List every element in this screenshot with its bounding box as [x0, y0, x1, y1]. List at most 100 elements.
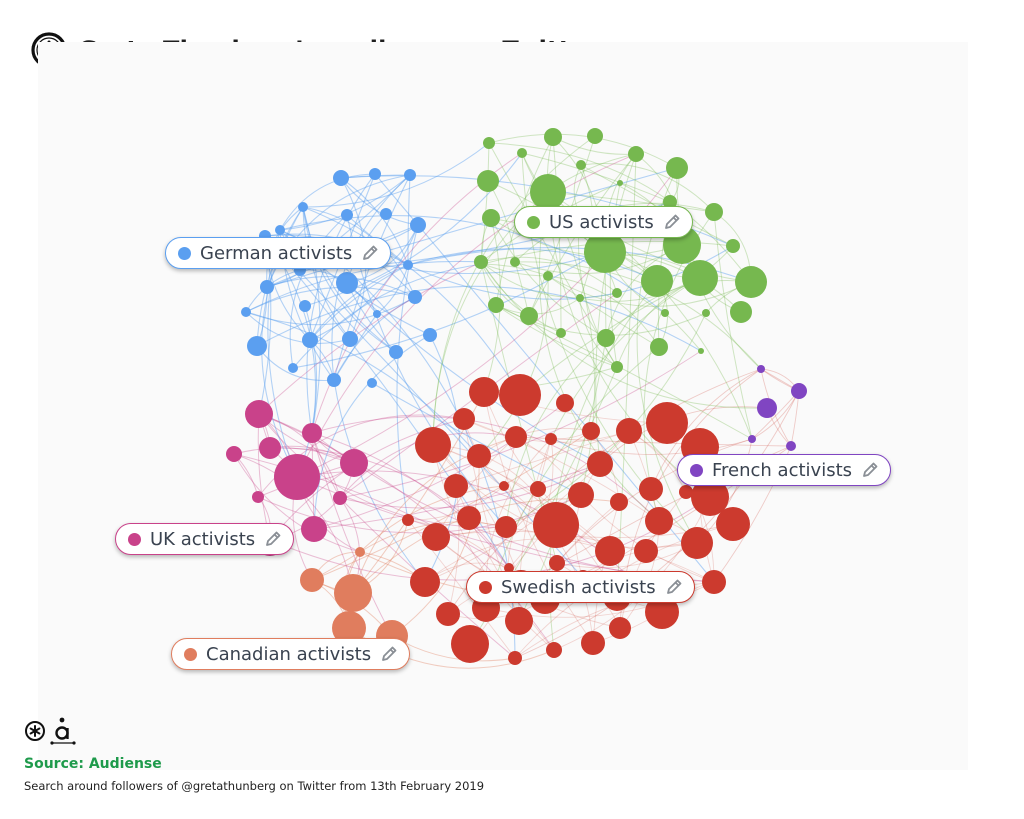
swedish-node-46[interactable] — [504, 563, 514, 573]
us-node-27[interactable] — [661, 309, 669, 317]
cluster-label-german[interactable]: German activists — [165, 237, 392, 269]
swedish-node-1[interactable] — [499, 374, 541, 416]
swedish-node-43[interactable] — [508, 651, 522, 665]
swedish-node-20[interactable] — [691, 478, 729, 516]
swedish-node-36[interactable] — [702, 570, 726, 594]
us-node-20[interactable] — [641, 265, 673, 297]
pencil-icon[interactable] — [662, 212, 682, 232]
us-node-1[interactable] — [544, 128, 562, 146]
us-node-12[interactable] — [482, 209, 500, 227]
french-node-4[interactable] — [786, 441, 796, 451]
swedish-node-5[interactable] — [505, 426, 527, 448]
us-node-16[interactable] — [726, 239, 740, 253]
us-node-0[interactable] — [483, 137, 495, 149]
us-node-32[interactable] — [650, 338, 668, 356]
uk-node-0[interactable] — [245, 400, 273, 428]
uk-node-5[interactable] — [274, 454, 320, 500]
cluster-label-us[interactable]: US activists — [514, 206, 693, 238]
us-node-2[interactable] — [587, 128, 603, 144]
german-node-12[interactable] — [408, 290, 422, 304]
canadian-node-0[interactable] — [355, 547, 365, 557]
german-node-21[interactable] — [288, 363, 298, 373]
french-node-2[interactable] — [757, 398, 777, 418]
uk-node-1[interactable] — [302, 423, 322, 443]
german-node-4[interactable] — [341, 209, 353, 221]
swedish-node-14[interactable] — [499, 481, 509, 491]
us-node-4[interactable] — [628, 146, 644, 162]
swedish-node-40[interactable] — [645, 595, 679, 629]
german-node-1[interactable] — [369, 168, 381, 180]
canadian-node-1[interactable] — [300, 568, 324, 592]
us-node-30[interactable] — [556, 328, 566, 338]
swedish-node-45[interactable] — [581, 631, 605, 655]
swedish-node-4[interactable] — [415, 427, 451, 463]
us-node-10[interactable] — [663, 195, 677, 209]
swedish-node-24[interactable] — [645, 507, 673, 535]
cluster-label-swedish[interactable]: Swedish activists — [466, 571, 695, 603]
swedish-node-23[interactable] — [533, 502, 579, 548]
pencil-icon[interactable] — [263, 529, 283, 549]
swedish-node-7[interactable] — [582, 422, 600, 440]
pencil-icon[interactable] — [664, 577, 684, 597]
french-node-1[interactable] — [791, 383, 807, 399]
canadian-node-3[interactable] — [332, 611, 366, 645]
us-node-5[interactable] — [576, 160, 586, 170]
us-node-14[interactable] — [584, 231, 626, 273]
pencil-icon[interactable] — [379, 644, 399, 664]
uk-node-8[interactable] — [301, 516, 327, 542]
swedish-node-25[interactable] — [716, 507, 750, 541]
german-node-15[interactable] — [373, 310, 381, 318]
german-node-16[interactable] — [342, 331, 358, 347]
german-node-24[interactable] — [275, 225, 285, 235]
us-node-29[interactable] — [730, 301, 752, 323]
swedish-node-19[interactable] — [679, 485, 693, 499]
swedish-node-6[interactable] — [545, 433, 557, 445]
german-node-14[interactable] — [241, 307, 251, 317]
swedish-node-37[interactable] — [436, 602, 460, 626]
swedish-node-15[interactable] — [530, 481, 546, 497]
german-node-18[interactable] — [423, 328, 437, 342]
german-node-20[interactable] — [389, 345, 403, 359]
german-node-13[interactable] — [299, 300, 311, 312]
german-node-2[interactable] — [404, 169, 416, 181]
us-node-8[interactable] — [530, 174, 566, 210]
swedish-node-30[interactable] — [681, 527, 713, 559]
canadian-node-2[interactable] — [334, 574, 372, 612]
us-node-25[interactable] — [488, 297, 504, 313]
swedish-node-21[interactable] — [457, 506, 481, 530]
us-node-6[interactable] — [666, 157, 688, 179]
swedish-node-27[interactable] — [422, 523, 450, 551]
us-node-34[interactable] — [611, 361, 623, 373]
uk-node-2[interactable] — [226, 446, 242, 462]
swedish-node-22[interactable] — [495, 516, 517, 538]
german-node-5[interactable] — [380, 208, 392, 220]
french-node-0[interactable] — [757, 365, 765, 373]
us-node-18[interactable] — [510, 257, 520, 267]
uk-node-4[interactable] — [340, 449, 368, 477]
uk-node-3[interactable] — [259, 437, 281, 459]
german-node-0[interactable] — [333, 170, 349, 186]
cluster-label-french[interactable]: French activists — [677, 454, 892, 486]
swedish-node-26[interactable] — [402, 514, 414, 526]
german-node-3[interactable] — [298, 202, 308, 212]
german-node-6[interactable] — [410, 217, 426, 233]
swedish-node-31[interactable] — [549, 555, 565, 571]
swedish-node-18[interactable] — [639, 477, 663, 501]
us-node-28[interactable] — [702, 309, 710, 317]
swedish-node-29[interactable] — [634, 539, 658, 563]
german-node-22[interactable] — [327, 373, 341, 387]
us-node-24[interactable] — [576, 294, 584, 302]
swedish-node-41[interactable] — [609, 617, 631, 639]
swedish-node-42[interactable] — [451, 625, 489, 663]
german-node-10[interactable] — [403, 260, 413, 270]
us-node-9[interactable] — [617, 180, 623, 186]
us-node-7[interactable] — [477, 170, 499, 192]
german-node-17[interactable] — [302, 332, 318, 348]
swedish-node-11[interactable] — [467, 444, 491, 468]
swedish-node-2[interactable] — [556, 394, 574, 412]
swedish-node-12[interactable] — [587, 451, 613, 477]
us-node-19[interactable] — [543, 271, 553, 281]
swedish-node-28[interactable] — [595, 536, 625, 566]
us-node-23[interactable] — [612, 288, 622, 298]
swedish-node-3[interactable] — [453, 408, 475, 430]
